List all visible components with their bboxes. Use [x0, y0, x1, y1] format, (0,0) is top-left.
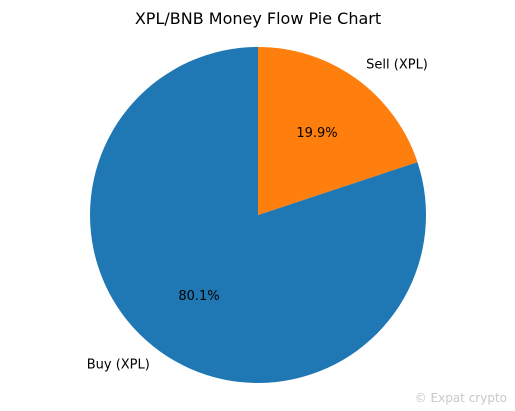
pie-labels: Buy (XPL) 80.1% Sell (XPL) 19.9%: [87, 58, 428, 373]
pie-slice-sell-xpl: [258, 47, 418, 215]
slice-label: Buy (XPL): [87, 357, 150, 372]
chart-title: XPL/BNB Money Flow Pie Chart: [135, 9, 381, 28]
slice-percent-label: 80.1%: [178, 289, 219, 304]
watermark-text: © Expat crypto: [414, 391, 507, 405]
pie-slices: [89, 47, 427, 383]
pie-slice-buy-xpl: [89, 47, 427, 383]
slice-label: Sell (XPL): [366, 58, 428, 73]
slice-percent-label: 19.9%: [296, 126, 337, 141]
watermark: © Expat crypto: [415, 391, 507, 405]
